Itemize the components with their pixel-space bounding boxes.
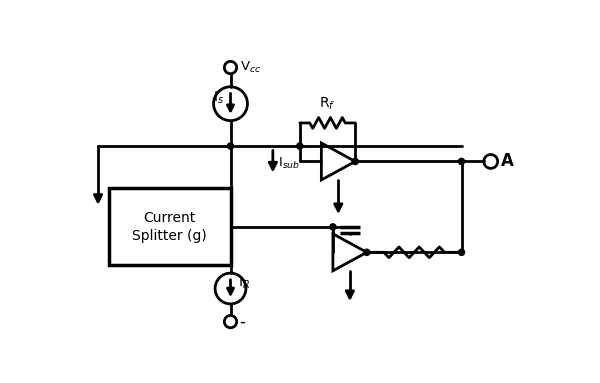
Text: I$_R$: I$_R$ xyxy=(238,274,250,291)
Text: V$_{cc}$: V$_{cc}$ xyxy=(240,60,261,75)
Circle shape xyxy=(352,159,358,165)
Circle shape xyxy=(227,143,233,149)
Circle shape xyxy=(330,224,336,230)
Circle shape xyxy=(297,143,303,149)
Circle shape xyxy=(364,249,370,255)
Text: -: - xyxy=(240,313,245,331)
Circle shape xyxy=(458,249,464,255)
Text: A: A xyxy=(501,152,514,170)
Text: I$_s$: I$_s$ xyxy=(213,89,224,106)
Text: I$_{sub}$: I$_{sub}$ xyxy=(278,155,301,170)
Text: R$_f$: R$_f$ xyxy=(319,96,336,112)
Text: Current
Splitter (g): Current Splitter (g) xyxy=(132,211,207,243)
Bar xyxy=(109,188,230,265)
Circle shape xyxy=(458,159,464,165)
